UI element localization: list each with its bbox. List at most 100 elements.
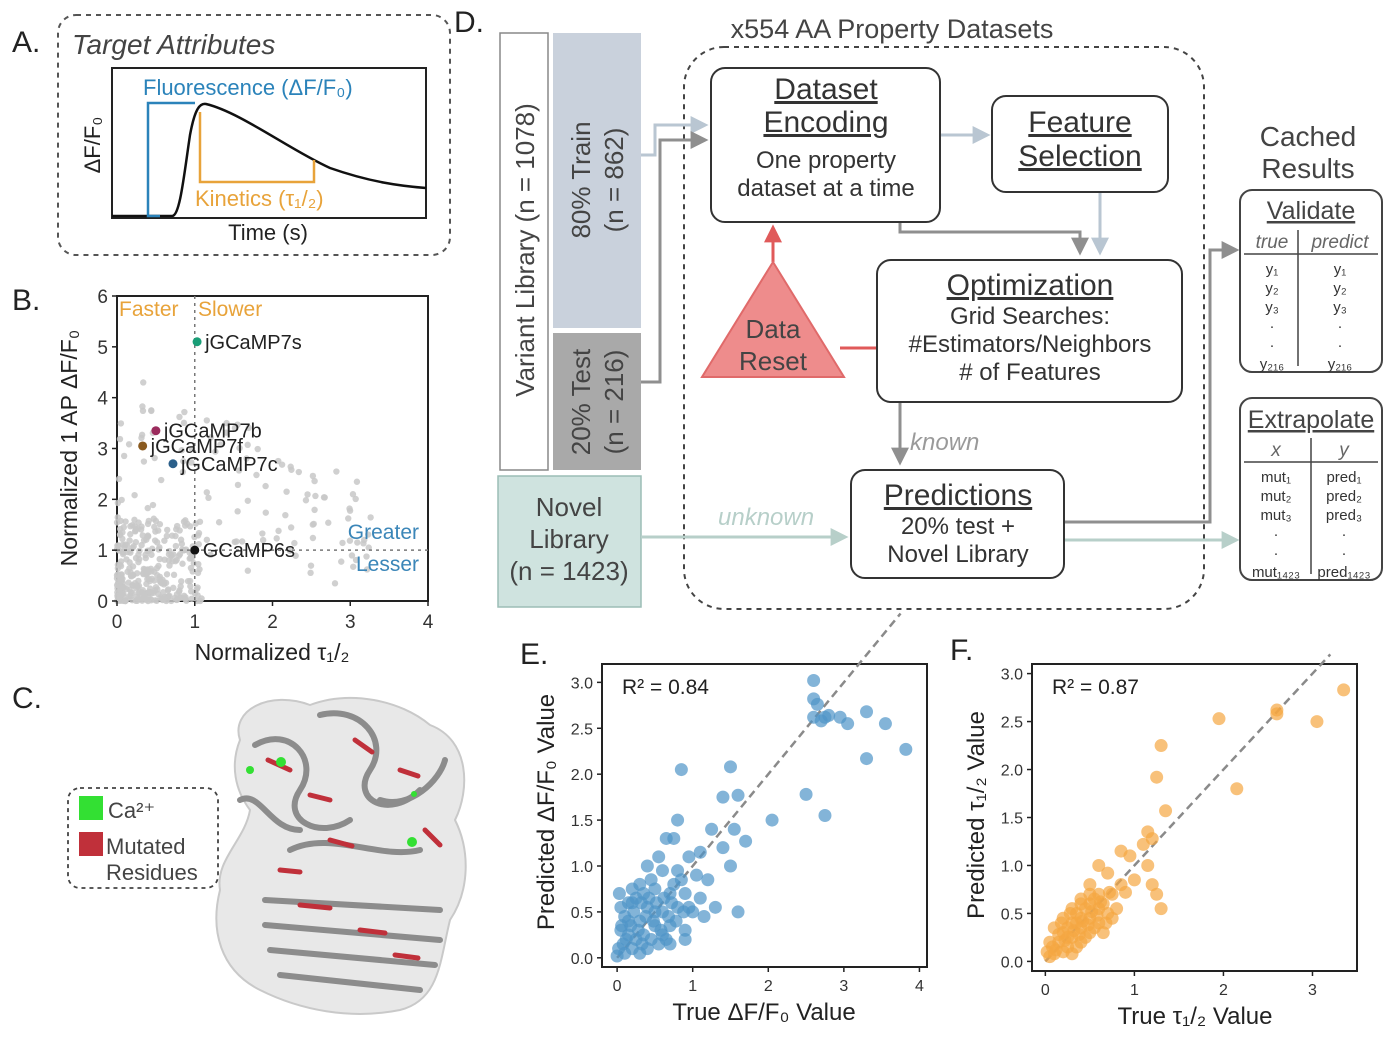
panel-letter-e: E.: [520, 638, 548, 671]
data-point: [665, 896, 679, 910]
data-point: [765, 813, 779, 827]
x-tick-label: 1: [189, 612, 200, 633]
background-point: [188, 445, 196, 453]
data-point: [708, 900, 722, 914]
background-point: [196, 518, 204, 525]
novel-library-line1: Novel: [536, 492, 602, 522]
background-point: [346, 505, 353, 512]
data-point: [1118, 885, 1132, 899]
test-label: 20% Test: [566, 348, 596, 455]
extrapolate-col2: y: [1337, 440, 1350, 461]
background-point: [187, 583, 194, 590]
background-point: [176, 413, 183, 421]
panel-letter-c: C.: [12, 682, 42, 715]
validate-table: [1239, 189, 1383, 373]
background-point: [140, 458, 148, 465]
data-point: [693, 845, 707, 859]
background-point: [178, 447, 185, 454]
background-point: [140, 565, 148, 573]
background-point: [186, 555, 193, 562]
background-point: [149, 501, 157, 509]
known-label: known: [910, 429, 979, 456]
background-point: [115, 475, 123, 483]
extrapolate-rows: mut₁ mut₂ mut₃ · · mut₁₄₂₃ pred₁ pred₂ pred₃ · · pr…: [1252, 469, 1371, 581]
background-point: [205, 494, 212, 502]
data-point: [635, 937, 649, 951]
test-n: (n = 216): [599, 350, 629, 455]
table-cell: mut₁: [1261, 469, 1291, 486]
background-point: [312, 492, 319, 500]
background-point: [119, 529, 126, 536]
background-point: [155, 546, 162, 553]
background-point: [207, 434, 215, 441]
background-point: [156, 521, 164, 528]
validate-rows: y₁ y₂ y₃ · · y₂₁₆ y₁ y₂ y₃ · · y₂₁₆: [1260, 261, 1352, 373]
data-point: [727, 822, 741, 836]
background-point: [253, 471, 260, 479]
data-point: [701, 873, 715, 887]
background-point: [180, 458, 187, 465]
labeled-point: [190, 545, 200, 555]
optimization-sub-line3: # of Features: [959, 359, 1100, 386]
panel-letter-d: D.: [454, 6, 484, 39]
data-point: [1074, 897, 1088, 911]
data-point: [1054, 916, 1068, 930]
background-point: [125, 441, 133, 448]
panel-letter-b: B.: [12, 284, 40, 317]
panel-f-r2: R² = 0.87: [1052, 676, 1139, 699]
background-point: [119, 584, 127, 591]
data-point: [841, 717, 855, 731]
panel-letter-a: A.: [12, 26, 40, 59]
data-point: [723, 859, 737, 873]
data-point: [860, 705, 874, 719]
background-point: [363, 553, 370, 560]
data-point: [1102, 885, 1116, 899]
data-point: [705, 822, 719, 836]
background-point: [117, 420, 125, 427]
data-point: [625, 882, 639, 896]
background-point: [132, 527, 139, 534]
background-point: [244, 497, 252, 504]
background-point: [126, 537, 133, 544]
legend-label-ca: Ca²⁺: [108, 798, 155, 823]
background-point: [244, 567, 252, 574]
y-tick-label: 0.5: [571, 905, 593, 922]
background-point: [181, 546, 188, 554]
encoding-sub-line2: dataset at a time: [737, 175, 914, 202]
extrapolate-col1: x: [1270, 440, 1282, 461]
background-point: [131, 580, 139, 587]
x-tick-label: 1: [688, 978, 697, 995]
background-point: [283, 488, 290, 495]
background-point: [184, 577, 192, 585]
table-cell: y₃: [1333, 299, 1347, 316]
data-point: [799, 787, 813, 801]
data-point: [1230, 782, 1244, 796]
background-point: [273, 535, 280, 542]
cached-results-line1: Cached: [1260, 121, 1357, 152]
background-point: [151, 454, 158, 462]
background-point: [203, 417, 211, 424]
data-point: [648, 905, 662, 919]
background-point: [223, 419, 230, 427]
data-point: [1101, 866, 1115, 880]
test-box: [553, 333, 641, 470]
background-point: [143, 580, 150, 588]
background-point: [307, 569, 314, 577]
fluorescence-bracket: [146, 101, 195, 218]
optimization-sub-line1: Grid Searches:: [950, 303, 1110, 330]
labeled-point: [138, 441, 148, 451]
data-point: [731, 788, 745, 802]
background-point: [196, 597, 204, 605]
data-point: [697, 910, 711, 923]
background-point: [275, 457, 282, 465]
background-point: [282, 511, 289, 519]
background-point: [118, 496, 125, 504]
data-point: [667, 831, 681, 845]
feature-title-line2: Selection: [1018, 140, 1141, 173]
background-point: [178, 578, 185, 585]
data-point: [615, 919, 629, 933]
background-point: [166, 592, 173, 600]
background-point: [159, 589, 167, 596]
background-point: [245, 424, 252, 432]
